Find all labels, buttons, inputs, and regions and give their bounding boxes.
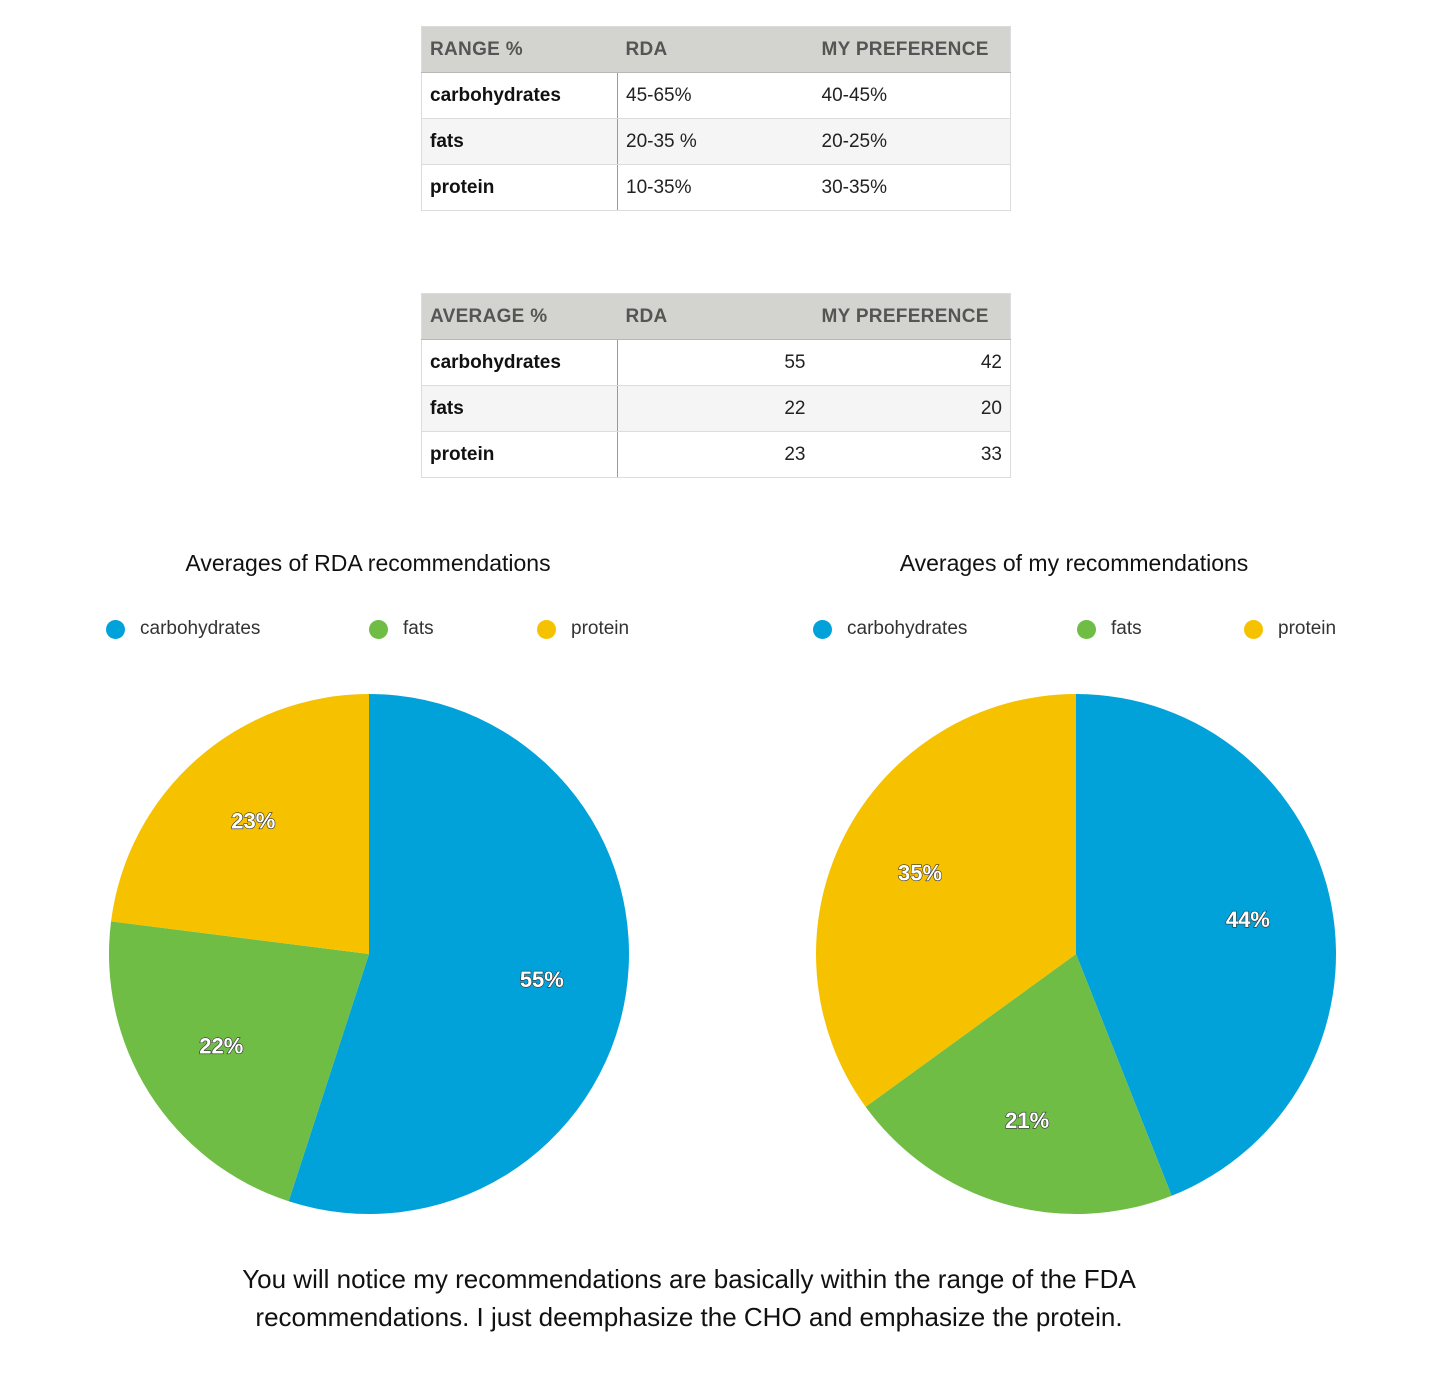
slice-label-carbohydrates: 44% — [1226, 907, 1270, 932]
legend-swatch — [537, 619, 556, 639]
table-cell: 10-35% — [617, 164, 814, 211]
table-cell: 22 — [617, 385, 814, 432]
column-header: RDA — [617, 293, 814, 340]
legend-label: fats — [1111, 618, 1142, 639]
column-header: RANGE % — [421, 26, 618, 73]
column-header: AVERAGE % — [421, 293, 618, 340]
table-cell: 20-25% — [813, 118, 1011, 165]
column-header: RDA — [617, 26, 814, 73]
row-label: protein — [421, 164, 618, 211]
legend-label: carbohydrates — [140, 618, 261, 639]
chart-title: Averages of my recommendations — [899, 550, 1249, 576]
legend-item-fats: fats — [369, 617, 434, 641]
table-row: carbohydrates 55 42 — [421, 339, 1011, 386]
legend-item-carbohydrates: carbohydrates — [813, 617, 967, 641]
legend-label: carbohydrates — [847, 618, 968, 639]
slice-label-fats: 21% — [1005, 1108, 1049, 1133]
table-cell: 23 — [617, 431, 814, 478]
slice-label-protein: 23% — [231, 809, 275, 834]
row-label: carbohydrates — [421, 72, 618, 119]
caption: You will notice my recommendations are b… — [0, 1260, 1378, 1336]
pie-slice-fats — [865, 954, 1172, 1214]
legend-label: fats — [403, 618, 434, 639]
legend-swatch — [369, 619, 388, 639]
row-label: carbohydrates — [421, 339, 618, 386]
column-header: MY PREFERENCE — [813, 26, 1011, 73]
column-header: MY PREFERENCE — [813, 293, 1011, 340]
table-row: protein 10-35% 30-35% — [421, 164, 1011, 211]
slice-label-fats: 22% — [199, 1034, 243, 1059]
legend-item-fats: fats — [1077, 617, 1142, 641]
slice-label-carbohydrates: 55% — [520, 967, 564, 992]
table-header-row: RANGE % RDA MY PREFERENCE — [421, 26, 1011, 73]
range-table: RANGE % RDA MY PREFERENCE carbohydrates … — [421, 26, 1011, 211]
chart-title: Averages of RDA recommendations — [185, 550, 551, 576]
table-cell: 33 — [813, 431, 1011, 478]
pie-slice-fats — [109, 921, 370, 1202]
legend-label: protein — [571, 618, 630, 639]
pie-slice-protein — [111, 694, 370, 954]
caption-line: You will notice my recommendations are b… — [242, 1264, 1136, 1294]
legend-swatch — [1244, 619, 1263, 639]
legend-item-carbohydrates: carbohydrates — [106, 617, 260, 641]
table-cell: 20 — [813, 385, 1011, 432]
table-row: fats 20-35 % 20-25% — [421, 118, 1011, 165]
table-cell: 20-35 % — [617, 118, 814, 165]
legend-item-protein: protein — [1244, 617, 1336, 641]
slice-label-protein: 35% — [898, 860, 942, 885]
row-label: protein — [421, 431, 618, 478]
legend-swatch — [813, 619, 832, 639]
table-row: carbohydrates 45-65% 40-45% — [421, 72, 1011, 119]
table-row: fats 22 20 — [421, 385, 1011, 432]
pie-slice-carbohydrates — [1076, 694, 1337, 1196]
pie-slice-protein — [815, 694, 1076, 1107]
table-header-row: AVERAGE % RDA MY PREFERENCE — [421, 293, 1011, 340]
table-cell: 30-35% — [813, 164, 1011, 211]
table-row: protein 23 33 — [421, 431, 1011, 478]
caption-line: recommendations. I just deemphasize the … — [255, 1302, 1123, 1332]
legend-swatch — [1077, 619, 1096, 639]
row-label: fats — [421, 118, 618, 165]
pie-slice-carbohydrates — [288, 694, 630, 1215]
legend-label: protein — [1278, 618, 1337, 639]
table-cell: 55 — [617, 339, 814, 386]
legend-item-protein: protein — [537, 617, 629, 641]
table-cell: 42 — [813, 339, 1011, 386]
average-table: AVERAGE % RDA MY PREFERENCE carbohydrate… — [421, 293, 1011, 478]
table-cell: 45-65% — [617, 72, 814, 119]
table-cell: 40-45% — [813, 72, 1011, 119]
legend-swatch — [106, 619, 125, 639]
row-label: fats — [421, 385, 618, 432]
